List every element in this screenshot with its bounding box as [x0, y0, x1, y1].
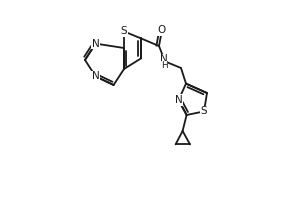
Text: N: N — [92, 39, 100, 49]
Text: H: H — [161, 61, 167, 70]
Text: N: N — [160, 54, 168, 64]
Text: S: S — [121, 26, 127, 36]
Text: N: N — [175, 95, 182, 105]
Text: O: O — [158, 25, 166, 35]
Text: N: N — [92, 71, 100, 81]
Text: S: S — [201, 106, 207, 116]
